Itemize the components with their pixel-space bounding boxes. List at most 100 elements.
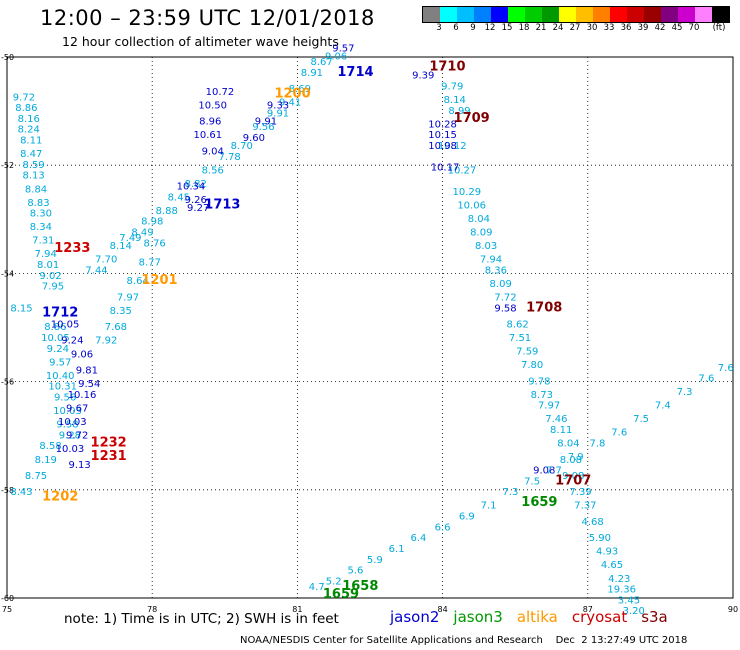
pass-time-label: 1201 <box>141 273 177 288</box>
wave-height-label: 9.56 <box>252 122 274 133</box>
wave-height-label: 9.33 <box>267 100 289 111</box>
wave-height-label: 8.45 <box>168 192 190 203</box>
wave-height-label: 3.45 <box>618 595 640 606</box>
map-frame <box>6 56 734 599</box>
wave-height-label: 7.97 <box>117 292 139 303</box>
wave-height-label: 19.36 <box>607 585 636 596</box>
wave-height-label: 5.2 <box>326 576 342 587</box>
wave-height-label: 10.03 <box>58 417 87 428</box>
lon-tick-label: 75 <box>2 605 12 614</box>
wave-height-label: 7.68 <box>105 322 127 333</box>
wave-height-label: 6.9 <box>459 512 475 523</box>
wave-height-label: 8.56 <box>202 165 224 176</box>
color-swatch <box>593 7 610 22</box>
wave-height-label: 7.80 <box>521 360 543 371</box>
color-swatch <box>474 7 491 22</box>
wave-height-label: 8.34 <box>30 222 52 233</box>
lat-tick-label: -58 <box>1 486 14 495</box>
wave-height-label: 8.84 <box>25 184 47 195</box>
wave-height-label: 10.17 <box>431 163 460 174</box>
wave-height-label: 10.27 <box>448 165 477 176</box>
legend-jason3: jason3 <box>453 608 503 626</box>
color-scale-label: 70 <box>688 23 700 33</box>
wave-height-label: 4.23 <box>608 574 630 585</box>
wave-height-label: 9.58 <box>494 303 516 314</box>
wave-height-label: 9.67 <box>66 403 88 414</box>
wave-height-label: 10.05 <box>51 320 80 331</box>
wave-height-label: 7.92 <box>95 336 117 347</box>
wave-height-label: 7.6 <box>698 374 714 385</box>
lat-tick-label: -50 <box>1 53 14 62</box>
wave-height-label: 8.86 <box>44 322 66 333</box>
wave-height-label: 4.65 <box>601 560 623 571</box>
wave-height-label: 9.24 <box>61 336 83 347</box>
wave-height-label: 9.72 <box>13 92 35 103</box>
wave-height-label: 9.57 <box>332 44 354 55</box>
wave-height-label: 8.83 <box>27 198 49 209</box>
wave-height-label: 7.1 <box>481 501 497 512</box>
wave-height-label: 9.02 <box>39 271 61 282</box>
wave-height-label: 8.69 <box>289 84 311 95</box>
pass-time-label: 1233 <box>54 241 90 256</box>
wave-height-label: 8.36 <box>485 265 507 276</box>
wave-height-label: 7.4 <box>655 401 671 412</box>
color-swatch <box>661 7 678 22</box>
wave-height-label: 9.28 <box>59 430 81 441</box>
lat-tick-label: -54 <box>1 269 14 278</box>
wave-height-label: 8.82 <box>185 179 207 190</box>
pass-time-label: 1659 <box>323 587 359 602</box>
color-scale-label: 6 <box>453 23 459 33</box>
wave-height-label: 6.4 <box>410 533 426 544</box>
pass-time-label: 1232 <box>91 436 127 451</box>
color-scale-label: 42 <box>654 23 666 33</box>
wave-height-label: 8.43 <box>10 487 32 498</box>
color-swatch <box>712 7 729 22</box>
color-swatch <box>695 7 712 22</box>
wave-height-label: 7.44 <box>85 265 107 276</box>
wave-height-label: 10.03 <box>56 444 85 455</box>
color-scale-label: (ft) <box>712 23 726 33</box>
wave-height-label: 9.13 <box>68 460 90 471</box>
wave-height-label: 9.39 <box>412 71 434 82</box>
color-swatch <box>542 7 559 22</box>
wave-height-label: 8.24 <box>18 125 40 136</box>
pass-time-label: 1712 <box>42 306 78 321</box>
wave-height-label: 7.59 <box>516 347 538 358</box>
wave-height-label: 7.95 <box>42 282 64 293</box>
wave-height-label: 7.46 <box>545 414 567 425</box>
wave-height-label: 9.81 <box>76 365 98 376</box>
page-title: 12:00 – 23:59 UTC 12/01/2018 <box>40 6 375 30</box>
color-swatch <box>678 7 695 22</box>
pass-time-label: 1714 <box>337 65 373 80</box>
wave-height-label: 10.98 <box>428 141 457 152</box>
satellite-legend: jason2 jason3 altika cryosat s3a <box>390 608 682 626</box>
wave-height-label: 10.40 <box>46 371 75 382</box>
legend-altika: altika <box>516 608 558 626</box>
wave-height-label: 8.16 <box>18 114 40 125</box>
pass-time-label: 1659 <box>521 495 557 510</box>
legend-jason2: jason2 <box>390 608 440 626</box>
wave-height-label: 9.72 <box>66 430 88 441</box>
color-scale-label: 27 <box>569 23 581 33</box>
color-swatch <box>559 7 576 22</box>
wave-height-label: 8.30 <box>30 209 52 220</box>
wave-height-label: 8.99 <box>448 106 470 117</box>
legend-cryosat: cryosat <box>571 608 628 626</box>
lat-tick-label: -52 <box>1 161 14 170</box>
wave-height-label: 7.3 <box>502 487 518 498</box>
wave-height-label: 9.57 <box>49 357 71 368</box>
pass-time-label: 1710 <box>429 60 465 75</box>
color-scale-label: 39 <box>637 23 649 33</box>
wave-height-label: 9.79 <box>441 81 463 92</box>
wave-height-label: 8.14 <box>110 241 132 252</box>
color-swatch <box>423 7 440 22</box>
wave-height-label: 10.50 <box>198 100 227 111</box>
color-swatch <box>491 7 508 22</box>
wave-height-label: 8.35 <box>110 306 132 317</box>
wave-height-label: 8.77 <box>139 257 161 268</box>
wave-height-label: 8.76 <box>143 238 165 249</box>
wave-height-label: 9.56 <box>54 393 76 404</box>
color-swatch <box>610 7 627 22</box>
wave-height-label: 8.01 <box>37 260 59 271</box>
legend-s3a: s3a <box>641 608 668 626</box>
